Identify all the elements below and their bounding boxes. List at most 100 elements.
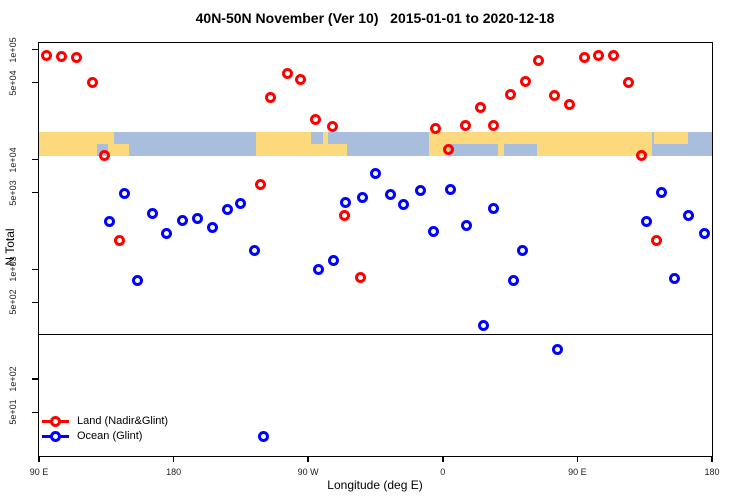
- data-point-land: [504, 89, 516, 101]
- data-point-ocean: [206, 222, 218, 234]
- plot-box: 90 E 180 90 W 0 90 E 180 1e+05 5e+04 1e+04 5e+03 1…: [8, 37, 720, 477]
- data-point-land: [533, 55, 544, 67]
- data-point-ocean: [340, 196, 352, 208]
- x-tick-label: 180: [704, 467, 720, 477]
- data-point-land: [310, 114, 322, 126]
- data-point-ocean: [699, 228, 711, 240]
- data-point-ocean: [132, 274, 144, 286]
- data-point-ocean: [414, 185, 426, 197]
- x-tick-label: 0: [440, 467, 446, 477]
- land-segment: [95, 132, 114, 144]
- y-tick: [32, 191, 38, 194]
- x-tick: [172, 456, 175, 462]
- data-point-land: [281, 67, 293, 79]
- x-tick: [442, 456, 444, 462]
- data-point-land: [295, 73, 307, 85]
- y-tick: [32, 411, 38, 414]
- data-point-ocean: [235, 197, 247, 209]
- data-point-ocean: [221, 204, 233, 216]
- data-point-ocean: [177, 214, 189, 226]
- data-point-land: [607, 49, 619, 61]
- data-point-land: [622, 77, 634, 89]
- chart-title: 40N-50N November (Ver 10) 2015-01-01 to …: [195, 10, 555, 26]
- data-point-land: [338, 209, 350, 221]
- data-point-ocean: [384, 189, 396, 201]
- x-tick-label: 180: [166, 467, 182, 477]
- data-point-ocean: [356, 192, 368, 204]
- data-point-ocean: [655, 187, 667, 199]
- y-tick: [32, 81, 38, 84]
- land-segment: [107, 143, 129, 156]
- map-band: [39, 132, 712, 156]
- y-tick: [32, 268, 38, 271]
- data-point-land: [326, 120, 338, 132]
- data-point-ocean: [428, 226, 440, 238]
- data-point-land: [355, 272, 367, 284]
- data-point-land: [87, 77, 99, 89]
- data-point-land: [579, 52, 591, 64]
- data-point-ocean: [398, 198, 410, 210]
- land-segment: [255, 132, 348, 156]
- data-point-land: [40, 49, 52, 61]
- data-point-ocean: [516, 244, 528, 256]
- data-point-ocean: [552, 344, 564, 356]
- data-point-land: [265, 91, 277, 103]
- data-point-ocean: [370, 168, 381, 180]
- data-point-ocean: [313, 263, 325, 275]
- data-point-ocean: [669, 273, 681, 285]
- data-point-land: [519, 76, 531, 88]
- x-tick: [576, 456, 579, 462]
- y-tick: [32, 158, 38, 161]
- data-point-ocean: [507, 274, 519, 286]
- data-point-land: [636, 150, 648, 162]
- threshold-line: [39, 333, 712, 336]
- data-point-land: [651, 235, 663, 247]
- y-tick: [32, 378, 38, 380]
- data-point-ocean: [640, 216, 652, 228]
- data-point-ocean: [257, 431, 269, 443]
- y-tick: [32, 48, 38, 51]
- data-point-ocean: [192, 213, 204, 225]
- data-point-land: [488, 120, 500, 132]
- data-point-ocean: [147, 208, 159, 220]
- y-tick: [32, 301, 38, 304]
- data-point-ocean: [488, 202, 500, 214]
- data-point-land: [429, 122, 441, 134]
- ocean-patch: [448, 143, 499, 156]
- x-tick: [711, 456, 713, 462]
- ocean-patch: [504, 143, 537, 156]
- land-segment: [653, 132, 689, 144]
- data-point-ocean: [328, 255, 340, 267]
- data-point-land: [564, 98, 576, 110]
- data-point-ocean: [682, 209, 694, 221]
- y-tick-label: 5e+01: [8, 399, 18, 425]
- data-point-land: [55, 50, 67, 62]
- data-point-land: [592, 49, 604, 61]
- data-point-ocean: [103, 216, 115, 228]
- data-point-ocean: [444, 184, 456, 196]
- legend-marker-icon: [50, 416, 61, 427]
- data-point-land: [114, 235, 126, 247]
- data-point-ocean: [118, 188, 130, 200]
- y-tick-label: 5e+04: [8, 70, 18, 96]
- x-tick-label: 90 E: [29, 467, 49, 477]
- data-point-land: [99, 150, 111, 162]
- ocean-patch: [311, 132, 324, 144]
- ocean-patch: [327, 132, 348, 144]
- data-point-ocean: [248, 244, 260, 256]
- data-point-ocean: [160, 228, 172, 240]
- x-tick-label: 90 W: [297, 467, 319, 477]
- legend-marker-icon: [50, 431, 61, 442]
- x-tick-label: 90 E: [568, 467, 587, 477]
- data-point-land: [474, 101, 486, 113]
- x-tick: [38, 456, 40, 462]
- data-point-land: [443, 143, 455, 155]
- y-tick-label: 5e+03: [8, 179, 18, 206]
- land-segment: [39, 132, 98, 156]
- data-point-ocean: [461, 220, 473, 232]
- x-axis-label: Longitude (deg E): [327, 478, 423, 492]
- data-point-land: [70, 51, 82, 63]
- legend-label: Land (Nadir&Glint): [77, 415, 169, 427]
- data-point-land: [254, 179, 266, 191]
